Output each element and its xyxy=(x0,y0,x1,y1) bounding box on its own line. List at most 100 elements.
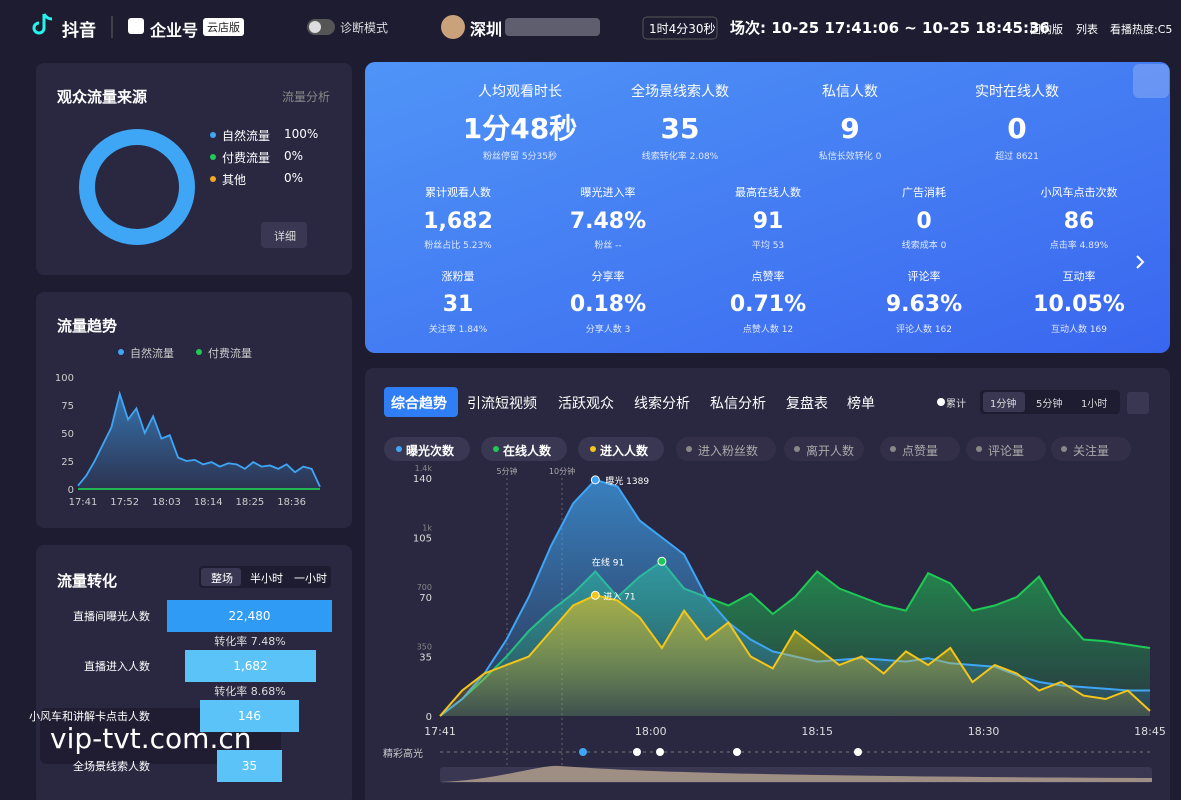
legend-label: 付费流量 xyxy=(222,151,271,165)
legend-dot xyxy=(210,176,216,182)
mode[interactable]: 诊断模式 xyxy=(340,21,389,35)
metric-sub: 粉丝占比 5.23% xyxy=(424,239,492,251)
funnel-label: 直播进入人数 xyxy=(84,659,150,673)
blur xyxy=(505,18,600,36)
metric-value: 86 xyxy=(1064,209,1095,234)
header-link[interactable]: 团购版 xyxy=(1030,23,1063,36)
metric-value: 35 xyxy=(661,112,700,145)
highlight-dot[interactable] xyxy=(733,748,741,756)
funnel-value: 146 xyxy=(238,709,261,723)
metric-label: 最高在线人数 xyxy=(735,185,801,199)
metric-label: 互动率 xyxy=(1063,269,1096,283)
legend-label[interactable]: 曝光次数 xyxy=(406,444,455,458)
funnel-bar xyxy=(200,700,299,732)
header-link[interactable]: 看播热度:C5 xyxy=(1110,23,1173,36)
legend-value: 100% xyxy=(284,127,319,141)
metric-sub: 点击率 4.89% xyxy=(1050,239,1109,251)
tab[interactable]: 榜单 xyxy=(847,396,875,412)
metric-label: 私信人数 xyxy=(822,84,878,100)
legend-label[interactable]: 评论量 xyxy=(988,444,1025,458)
x-tick-label: 18:14 xyxy=(194,497,223,508)
metric-sub: 平均 53 xyxy=(752,239,784,251)
highlight-dot[interactable] xyxy=(854,748,862,756)
metric-label: 全场景线索人数 xyxy=(631,83,729,100)
x-tick-label: 17:52 xyxy=(110,497,139,508)
tab[interactable]: 活跃观众 xyxy=(558,396,614,412)
x-tick-label: 18:30 xyxy=(968,725,1000,738)
tab[interactable]: 复盘表 xyxy=(786,396,828,412)
legend-value: 0% xyxy=(284,149,304,163)
legend-dot xyxy=(686,446,692,452)
legend-dot xyxy=(590,446,596,452)
funnel-bar xyxy=(167,600,332,632)
legend-label[interactable]: 进入人数 xyxy=(600,444,649,458)
legend-chip xyxy=(676,437,776,461)
metric-sub: 粉丝停留 5分35秒 xyxy=(483,150,557,162)
download[interactable] xyxy=(1133,64,1169,98)
option[interactable]: 1小时 xyxy=(1081,399,1108,410)
y-tick-label: 105 xyxy=(413,534,432,545)
tab[interactable]: 整场 xyxy=(211,572,233,585)
tab[interactable]: 一小时 xyxy=(294,572,327,585)
annotation: 在线 91 xyxy=(592,556,624,568)
x-tick-label: 18:15 xyxy=(801,725,833,738)
legend-label[interactable]: 在线人数 xyxy=(503,444,552,458)
slider-preview xyxy=(440,765,1152,782)
option[interactable]: 累计 xyxy=(946,399,966,410)
legend-dot xyxy=(210,132,216,138)
tab[interactable]: 半小时 xyxy=(250,572,283,585)
legend-dot xyxy=(493,446,499,452)
annotation: 10分钟 xyxy=(549,466,575,476)
legend-label[interactable]: 进入粉丝数 xyxy=(698,444,759,458)
brand: 企业号 xyxy=(150,21,199,40)
metric-label: 小风车点击次数 xyxy=(1041,185,1118,199)
highlight-dot[interactable] xyxy=(579,748,587,756)
metric-value: 10.05% xyxy=(1033,292,1125,317)
detail-button[interactable] xyxy=(261,222,307,248)
metric-label: 广告消耗 xyxy=(902,185,946,199)
metric-value: 0 xyxy=(916,209,931,234)
metric-sub: 关注率 1.84% xyxy=(429,323,488,335)
metric-value: 1分48秒 xyxy=(463,112,577,145)
y-tick-label: 50 xyxy=(61,429,74,440)
option[interactable]: 5分钟 xyxy=(1036,399,1063,410)
y-tick-label: 25 xyxy=(61,457,74,468)
link[interactable]: 流量分析 xyxy=(282,90,331,104)
funnel-rate: 转化率 8.68% xyxy=(214,684,285,698)
metric-label: 累计观看人数 xyxy=(425,185,491,199)
legend-chip xyxy=(1051,437,1131,461)
legend-label[interactable]: 关注量 xyxy=(1073,444,1110,458)
legend-label[interactable]: 点赞量 xyxy=(902,444,939,458)
tab[interactable]: 线索分析 xyxy=(634,396,690,412)
highlight-dot[interactable] xyxy=(656,748,664,756)
x-tick-label: 17:41 xyxy=(69,497,98,508)
tab[interactable]: 综合趋势 xyxy=(391,396,447,412)
legend-value: 0% xyxy=(284,171,304,185)
legend-dot xyxy=(1061,446,1067,452)
account: 深圳 xyxy=(470,20,503,39)
metric-sub: 线索转化率 2.08% xyxy=(642,150,719,162)
button[interactable]: 详细 xyxy=(274,230,296,243)
funnel-label: 小风车和讲解卡点击人数 xyxy=(29,709,150,723)
metric-label: 实时在线人数 xyxy=(975,84,1059,100)
metric-sub: 线索成本 0 xyxy=(902,239,947,251)
metric-value: 91 xyxy=(753,209,784,234)
duration: 1时4分30秒 xyxy=(649,22,716,36)
metric-sub: 私信长效转化 0 xyxy=(819,150,882,162)
badge: 云店版 xyxy=(203,18,244,36)
option-active xyxy=(983,392,1025,412)
metric-sub: 点赞人数 12 xyxy=(743,323,793,335)
funnel-bar xyxy=(217,750,282,782)
fullscreen[interactable] xyxy=(1127,392,1149,414)
next-arrow[interactable] xyxy=(1136,255,1145,269)
watermark: vip-tvt.com.cn xyxy=(50,722,252,755)
metric-label: 分享率 xyxy=(592,269,625,283)
metric-label: 曝光进入率 xyxy=(581,185,636,199)
highlight-dot[interactable] xyxy=(633,748,641,756)
legend-label[interactable]: 离开人数 xyxy=(806,444,855,458)
tab[interactable]: 引流短视频 xyxy=(467,396,537,412)
legend-dot xyxy=(890,446,896,452)
header-link[interactable]: 列表 xyxy=(1076,23,1098,36)
option[interactable]: 1分钟 xyxy=(990,399,1017,410)
tab[interactable]: 私信分析 xyxy=(710,396,766,412)
